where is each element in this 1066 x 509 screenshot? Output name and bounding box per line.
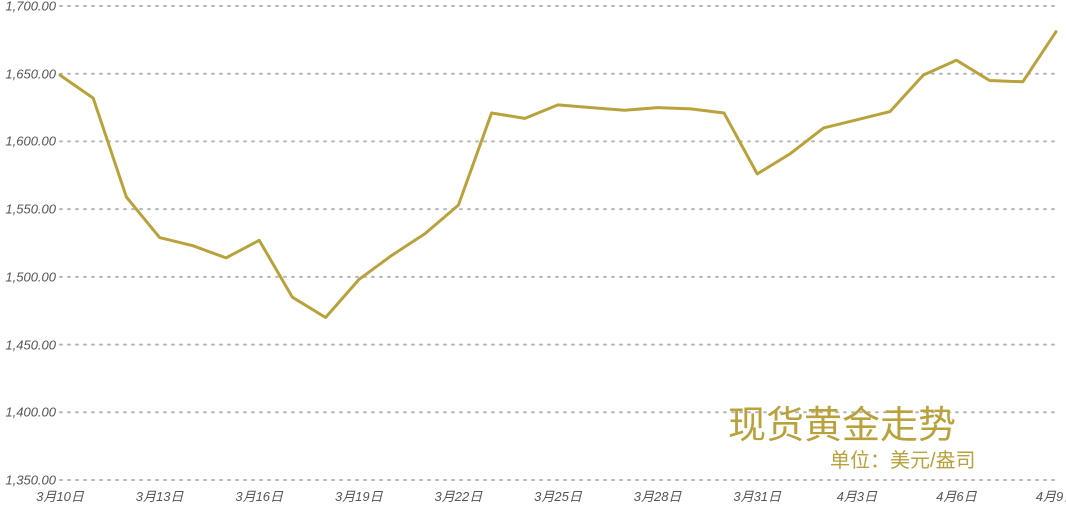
x-axis-label: 3月31日 xyxy=(733,486,781,505)
x-axis-label: 4月9日 xyxy=(1036,486,1066,505)
gold-price-chart: 现货黄金走势 单位：美元/盎司 1,350.001,400.001,450.00… xyxy=(0,0,1066,509)
x-axis-label: 3月19日 xyxy=(335,486,383,505)
x-axis-label: 3月16日 xyxy=(235,486,283,505)
x-axis-label: 3月13日 xyxy=(136,486,184,505)
y-axis-label: 1,550.00 xyxy=(5,202,56,217)
y-axis-label: 1,500.00 xyxy=(5,269,56,284)
y-axis-label: 1,450.00 xyxy=(5,337,56,352)
x-axis-label: 3月28日 xyxy=(634,486,682,505)
y-axis-label: 1,700.00 xyxy=(5,0,56,14)
y-axis-label: 1,400.00 xyxy=(5,405,56,420)
x-axis-label: 3月25日 xyxy=(534,486,582,505)
x-axis-label: 3月10日 xyxy=(36,486,84,505)
x-axis-label: 3月22日 xyxy=(435,486,483,505)
x-axis-label: 4月3日 xyxy=(837,486,877,505)
chart-subtitle: 单位：美元/盎司 xyxy=(830,444,976,473)
chart-title: 现货黄金走势 xyxy=(728,394,956,449)
y-axis-label: 1,600.00 xyxy=(5,134,56,149)
y-axis-label: 1,650.00 xyxy=(5,66,56,81)
x-axis-label: 4月6日 xyxy=(936,486,976,505)
